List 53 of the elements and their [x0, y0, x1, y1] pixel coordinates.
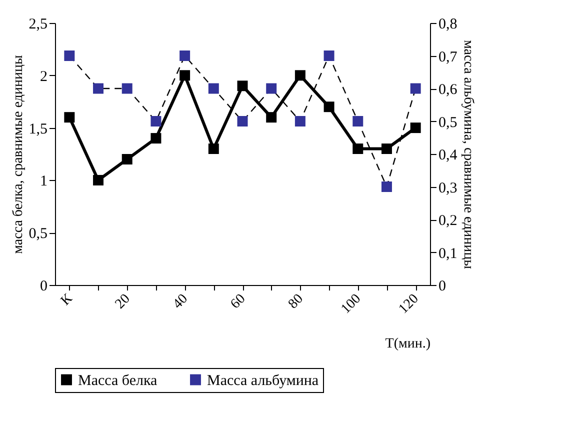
point — [122, 83, 132, 94]
point — [294, 70, 306, 81]
point — [410, 122, 421, 134]
x-axis-title: T(мин.) — [385, 336, 431, 352]
y-axis-title: масса белка, сравнимые единицы — [10, 54, 26, 254]
point — [150, 133, 162, 144]
x-tick-label: 80 — [286, 292, 306, 312]
y2-tick-label: 0,6 — [438, 82, 458, 98]
x-tick-label: 40 — [170, 292, 191, 312]
x-tick-label: 60 — [228, 292, 249, 312]
point — [294, 116, 306, 126]
point — [208, 83, 219, 94]
y2-tick-label: 0,7 — [438, 49, 458, 66]
x-tick-label: К — [58, 291, 76, 309]
point — [93, 174, 104, 186]
point — [352, 144, 364, 154]
point — [381, 182, 392, 192]
point — [352, 116, 364, 126]
x-tick-label: 100 — [338, 292, 364, 318]
point — [266, 83, 277, 94]
y-tick-label: 0,5 — [28, 226, 48, 242]
point — [208, 144, 219, 154]
y2-tick-label: 0,1 — [438, 246, 458, 262]
point — [64, 112, 75, 123]
point — [324, 102, 334, 112]
x-tick-label: 20 — [112, 292, 134, 312]
point — [237, 116, 248, 126]
y-tick-label: 1,5 — [28, 121, 48, 138]
y2-tick-label: 0,8 — [438, 16, 458, 32]
y-tick-label: 2,5 — [28, 16, 48, 32]
x-tick-label: 120 — [396, 292, 422, 318]
point — [237, 80, 248, 92]
point — [93, 83, 104, 94]
point — [381, 144, 392, 154]
y2-tick-label: 0 — [438, 278, 446, 294]
y2-tick-label: 0,3 — [438, 180, 458, 196]
legend-label: Масса альбумина — [207, 372, 319, 389]
legend-label: Масса белка — [78, 372, 158, 389]
point — [180, 70, 190, 81]
y-tick-label: 0 — [40, 278, 48, 294]
point — [266, 112, 277, 123]
y-tick-label: 1 — [40, 174, 48, 190]
y2-tick-label: 0,5 — [438, 114, 458, 131]
point — [180, 50, 190, 61]
point — [64, 50, 75, 61]
y2-tick-label: 0,4 — [438, 148, 458, 164]
y-tick-label: 2 — [40, 68, 48, 85]
point — [122, 154, 132, 164]
point — [324, 50, 334, 61]
y2-axis-title: масса альбумина, сравнимые единицы — [460, 40, 476, 270]
y2-tick-label: 0,2 — [438, 213, 458, 229]
point — [150, 116, 162, 126]
point — [410, 83, 421, 94]
